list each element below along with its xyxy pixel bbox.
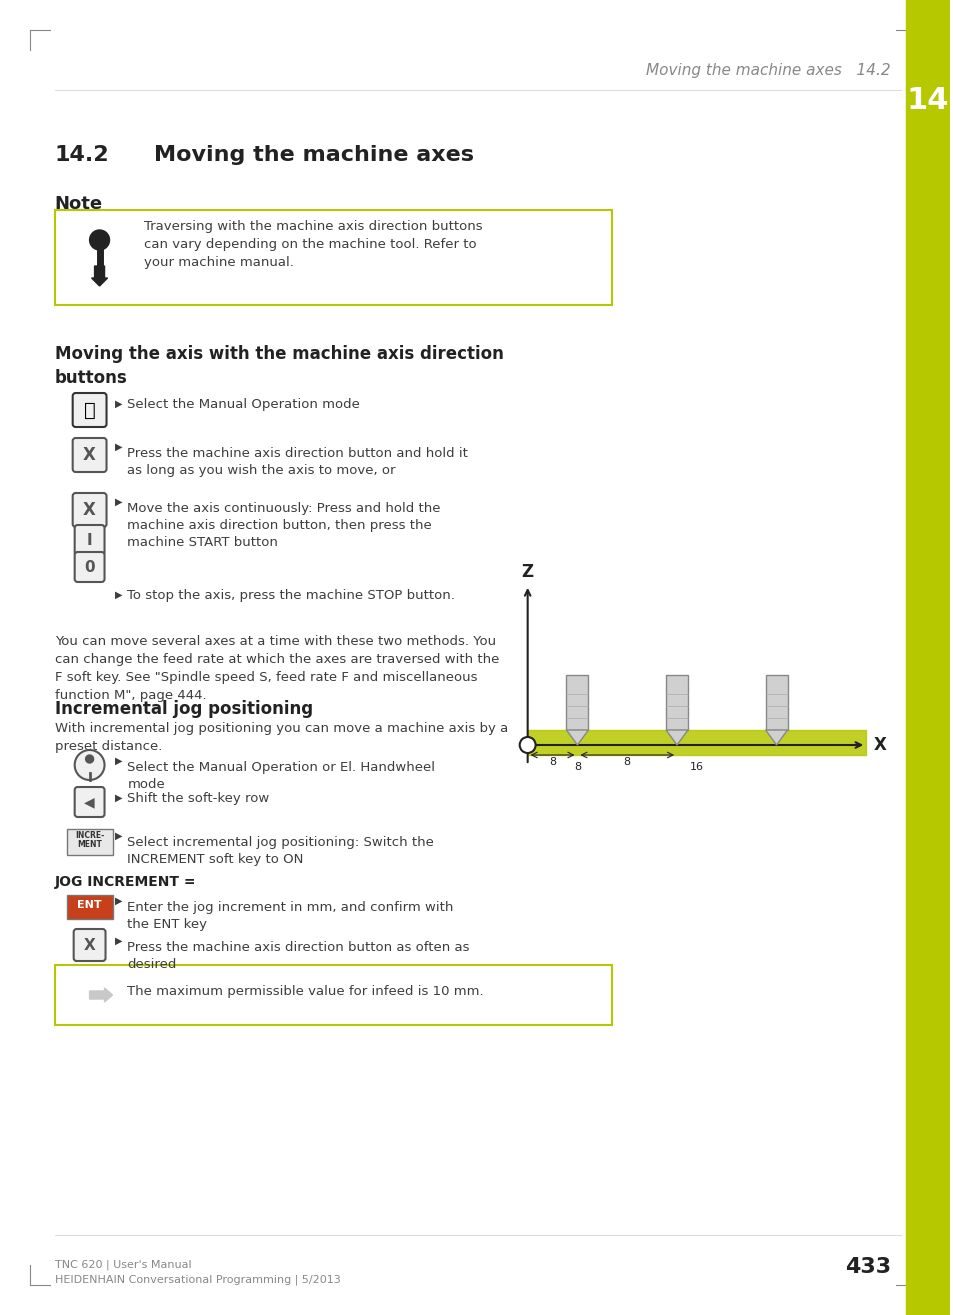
FancyBboxPatch shape bbox=[74, 552, 105, 583]
Text: 8: 8 bbox=[548, 757, 556, 767]
Circle shape bbox=[74, 750, 105, 780]
Text: 8: 8 bbox=[623, 757, 630, 767]
Text: 433: 433 bbox=[844, 1257, 890, 1277]
FancyArrow shape bbox=[91, 266, 108, 285]
Text: X: X bbox=[873, 736, 886, 753]
Text: JOG INCREMENT =: JOG INCREMENT = bbox=[54, 874, 196, 889]
Circle shape bbox=[86, 755, 93, 763]
FancyBboxPatch shape bbox=[67, 828, 112, 855]
Text: ▶: ▶ bbox=[114, 936, 122, 945]
FancyBboxPatch shape bbox=[54, 210, 612, 305]
Circle shape bbox=[519, 736, 535, 753]
FancyBboxPatch shape bbox=[54, 965, 612, 1024]
Text: ▶: ▶ bbox=[114, 398, 122, 409]
Text: ▶: ▶ bbox=[114, 793, 122, 803]
Text: To stop the axis, press the machine STOP button.: To stop the axis, press the machine STOP… bbox=[128, 589, 455, 601]
Text: Select the Manual Operation or El. Handwheel
mode: Select the Manual Operation or El. Handw… bbox=[128, 761, 435, 792]
Text: Note: Note bbox=[54, 195, 103, 213]
Text: ▶: ▶ bbox=[114, 756, 122, 767]
Polygon shape bbox=[665, 730, 687, 746]
Text: Select incremental jog positioning: Switch the
INCREMENT soft key to ON: Select incremental jog positioning: Swit… bbox=[128, 836, 434, 867]
FancyBboxPatch shape bbox=[73, 928, 106, 961]
Text: Moving the machine axes   14.2: Moving the machine axes 14.2 bbox=[646, 63, 890, 78]
Text: X: X bbox=[83, 446, 96, 464]
Text: Enter the jog increment in mm, and confirm with
the ENT key: Enter the jog increment in mm, and confi… bbox=[128, 901, 454, 931]
Bar bbox=[765, 675, 786, 730]
Polygon shape bbox=[566, 730, 588, 746]
Text: Shift the soft-key row: Shift the soft-key row bbox=[128, 792, 270, 805]
Text: Traversing with the machine axis direction buttons
can vary depending on the mac: Traversing with the machine axis directi… bbox=[144, 220, 482, 270]
FancyBboxPatch shape bbox=[74, 525, 105, 555]
Text: ▶: ▶ bbox=[114, 590, 122, 600]
Bar bbox=[665, 675, 687, 730]
FancyBboxPatch shape bbox=[72, 393, 107, 427]
Bar bbox=[566, 675, 588, 730]
Bar bbox=[905, 0, 949, 1315]
FancyBboxPatch shape bbox=[72, 438, 107, 472]
Text: Move the axis continuously: Press and hold the
machine axis direction button, th: Move the axis continuously: Press and ho… bbox=[128, 502, 440, 548]
Text: 14: 14 bbox=[905, 85, 948, 114]
Text: Press the machine axis direction button as often as
desired: Press the machine axis direction button … bbox=[128, 942, 470, 970]
Text: 14.2: 14.2 bbox=[54, 145, 110, 164]
FancyBboxPatch shape bbox=[74, 786, 105, 817]
Text: INCRE-
MENT: INCRE- MENT bbox=[75, 831, 104, 849]
Text: ◀: ◀ bbox=[84, 796, 94, 809]
Text: ▶: ▶ bbox=[114, 442, 122, 452]
Text: Incremental jog positioning: Incremental jog positioning bbox=[54, 700, 313, 718]
Text: Select the Manual Operation mode: Select the Manual Operation mode bbox=[128, 397, 360, 410]
Text: ▶: ▶ bbox=[114, 831, 122, 842]
Text: ▶: ▶ bbox=[114, 497, 122, 508]
FancyArrow shape bbox=[90, 988, 112, 1002]
Text: TNC 620 | User's Manual
HEIDENHAIN Conversational Programming | 5/2013: TNC 620 | User's Manual HEIDENHAIN Conve… bbox=[54, 1260, 340, 1285]
Text: Press the machine axis direction button and hold it
as long as you wish the axis: Press the machine axis direction button … bbox=[128, 447, 468, 477]
Text: With incremental jog positioning you can move a machine axis by a
preset distanc: With incremental jog positioning you can… bbox=[54, 722, 508, 753]
FancyBboxPatch shape bbox=[72, 493, 107, 527]
Text: ✋: ✋ bbox=[84, 401, 95, 419]
FancyBboxPatch shape bbox=[67, 896, 112, 919]
Text: 0: 0 bbox=[84, 559, 94, 575]
Text: Moving the axis with the machine axis direction
buttons: Moving the axis with the machine axis di… bbox=[54, 345, 503, 387]
Text: ENT: ENT bbox=[77, 899, 102, 910]
Text: ▶: ▶ bbox=[114, 896, 122, 906]
Text: You can move several axes at a time with these two methods. You
can change the f: You can move several axes at a time with… bbox=[54, 635, 498, 702]
Circle shape bbox=[90, 230, 110, 250]
Text: Z: Z bbox=[521, 563, 533, 581]
Text: X: X bbox=[83, 501, 96, 519]
Bar bbox=[527, 730, 865, 755]
Polygon shape bbox=[765, 730, 786, 746]
Text: X: X bbox=[84, 938, 95, 952]
Text: 16: 16 bbox=[689, 761, 703, 772]
Text: I: I bbox=[87, 533, 92, 547]
Text: Moving the machine axes: Moving the machine axes bbox=[154, 145, 474, 164]
Text: The maximum permissible value for infeed is 10 mm.: The maximum permissible value for infeed… bbox=[128, 985, 483, 998]
Text: 8: 8 bbox=[574, 761, 580, 772]
